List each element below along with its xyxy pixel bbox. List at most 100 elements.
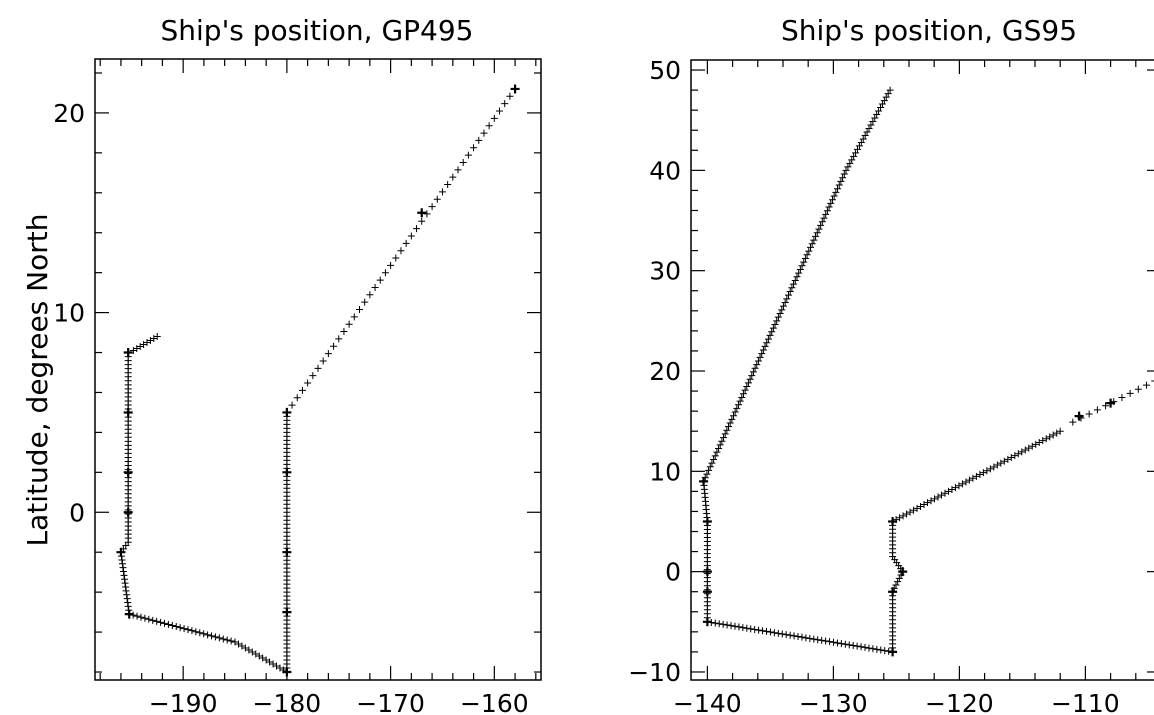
data-point (118, 556, 125, 563)
data-point (838, 640, 845, 647)
data-point (720, 621, 727, 628)
data-point (994, 462, 1001, 469)
data-point (941, 490, 948, 497)
data-point (755, 357, 762, 364)
y-tick-label: 10 (649, 457, 681, 486)
data-point (924, 499, 931, 506)
data-point (309, 372, 316, 379)
data-point (185, 626, 192, 633)
data-point (1043, 435, 1050, 442)
data-point (817, 222, 824, 229)
data-point (366, 291, 373, 298)
data-point (797, 266, 804, 273)
y-tick-label: 40 (649, 156, 681, 185)
data-point (491, 115, 498, 122)
data-point (718, 438, 725, 445)
data-point (372, 284, 379, 291)
chart-title: Ship's position, GS95 (781, 14, 1077, 47)
data-point (934, 494, 941, 501)
data-point (959, 480, 966, 487)
data-point (865, 125, 872, 132)
data-point (228, 638, 235, 645)
data-point (837, 178, 844, 185)
data-point (732, 409, 739, 416)
data-point (751, 626, 758, 633)
data-point (707, 463, 714, 470)
data-point (842, 641, 849, 648)
data-point (931, 495, 938, 502)
data-point (846, 160, 853, 167)
data-point (807, 244, 814, 251)
data-point (289, 402, 296, 409)
y-tick-label: 50 (649, 56, 681, 85)
data-point (831, 193, 838, 200)
data-point (864, 128, 871, 135)
data-point (377, 277, 384, 284)
data-point (788, 284, 795, 291)
data-point (809, 240, 816, 247)
data-point (945, 488, 952, 495)
data-point (1036, 439, 1043, 446)
data-point (785, 292, 792, 299)
data-point (1015, 450, 1022, 457)
data-point (795, 633, 802, 640)
data-point (1118, 394, 1125, 401)
data-point (834, 185, 841, 192)
data-point (862, 644, 869, 651)
data-point (1053, 430, 1060, 437)
data-point (900, 512, 907, 519)
data-point (827, 200, 834, 207)
data-point (1039, 437, 1046, 444)
data-point (836, 182, 843, 189)
data-point (775, 630, 782, 637)
data-series (699, 87, 1154, 657)
data-point (119, 560, 126, 567)
data-point (1135, 386, 1142, 393)
data-point (780, 303, 787, 310)
data-point (735, 401, 742, 408)
data-point (829, 196, 836, 203)
data-point (748, 372, 755, 379)
data-point (282, 548, 291, 557)
data-point (787, 632, 794, 639)
data-point (418, 218, 425, 225)
data-point (703, 517, 712, 526)
data-point (501, 100, 508, 107)
data-point (397, 247, 404, 254)
data-point (824, 207, 831, 214)
data-point (858, 643, 865, 650)
data-point (122, 580, 129, 587)
chart-panel-gs95: Ship's position, GS95 −140 −130 −120 −110−1… (628, 14, 1154, 715)
data-point (444, 181, 451, 188)
data-point (124, 599, 131, 606)
data-point (356, 306, 363, 313)
data-point (928, 497, 935, 504)
data-point (725, 423, 732, 430)
data-point (506, 93, 513, 100)
data-point (763, 628, 770, 635)
data-point (834, 639, 841, 646)
data-point (470, 144, 477, 151)
data-point (403, 240, 410, 247)
data-point (723, 427, 730, 434)
data-point (340, 328, 347, 335)
data-point (392, 255, 399, 262)
data-point (802, 255, 809, 262)
data-point (475, 137, 482, 144)
data-point (791, 632, 798, 639)
data-point (814, 636, 821, 643)
data-point (738, 394, 745, 401)
data-point (703, 587, 712, 596)
data-point (747, 625, 754, 632)
x-tick-label: −130 (799, 689, 868, 715)
data-point (728, 416, 735, 423)
data-point (496, 108, 503, 115)
data-point (772, 321, 779, 328)
data-point (850, 153, 857, 160)
data-point (779, 630, 786, 637)
data-point (860, 135, 867, 142)
data-point (743, 625, 750, 632)
data-point (763, 339, 770, 346)
data-point (1025, 445, 1032, 452)
data-point (997, 460, 1004, 467)
